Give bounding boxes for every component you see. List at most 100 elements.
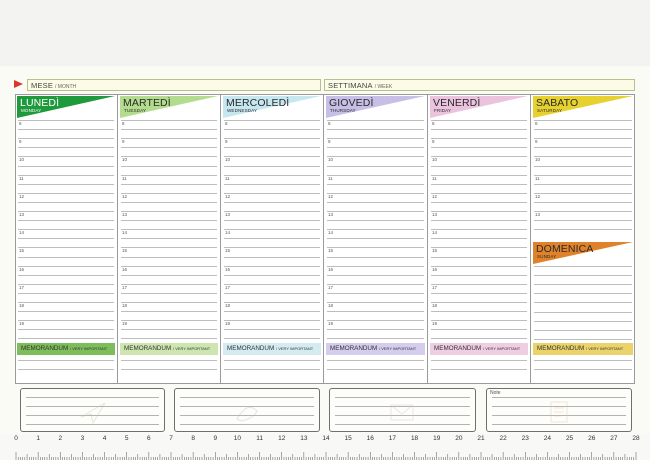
memorandum-bar: MEMORANDUM / VERY IMPORTANT — [326, 343, 425, 355]
memorandum-label: MEMORANDUM — [227, 345, 275, 352]
writing-line — [327, 183, 424, 185]
writing-line — [534, 329, 632, 331]
writing-line — [121, 329, 217, 331]
writing-line — [224, 274, 320, 276]
writing-line — [534, 165, 632, 167]
day-header-wedge — [223, 96, 321, 118]
writing-line — [534, 211, 632, 212]
writing-line — [121, 238, 217, 240]
day-name-en: SATURDAY — [537, 108, 563, 113]
writing-line — [327, 320, 424, 322]
hour-label: 12 — [122, 193, 128, 199]
writing-line — [431, 265, 527, 267]
week-field[interactable]: SETTIMANA / WEEK — [324, 79, 635, 91]
hour-label: 9 — [535, 139, 538, 145]
writing-line — [224, 256, 320, 258]
writing-line — [327, 201, 424, 203]
writing-line — [327, 274, 424, 276]
memo-line[interactable] — [431, 360, 527, 361]
hour-label: 10 — [122, 157, 128, 163]
writing-line — [18, 147, 114, 149]
memo-line[interactable] — [431, 369, 527, 370]
writing-line — [18, 174, 114, 176]
writing-line — [327, 338, 424, 340]
hour-label: 17 — [19, 284, 25, 290]
writing-line — [431, 338, 527, 340]
memorandum-label: MEMORANDUM — [434, 345, 482, 352]
writing-line — [431, 283, 527, 285]
hour-label: 16 — [328, 266, 334, 272]
writing-line — [18, 120, 114, 121]
memo-line[interactable] — [121, 360, 217, 361]
writing-line — [224, 338, 320, 340]
day-header: VENERDÌ FRIDAY — [430, 96, 528, 118]
day-column-4: GIOVEDÌ THURSDAY 8 9 10 11 12 13 14 15 16 17 18 19 MEM… — [324, 94, 428, 384]
day-name: VENERDÌ — [433, 97, 481, 109]
month-field[interactable]: MESE / MONTH — [27, 79, 321, 91]
hour-label: 12 — [535, 193, 541, 199]
writing-line — [224, 265, 320, 267]
memo-line[interactable] — [224, 369, 320, 370]
writing-line — [431, 302, 527, 303]
hour-label: 10 — [225, 157, 231, 163]
note-box-4[interactable]: Note — [486, 388, 632, 432]
writing-line — [327, 138, 424, 140]
day-header-wedge — [17, 96, 115, 118]
ruler-number: 3 — [80, 435, 85, 442]
hour-label: 8 — [432, 121, 435, 126]
ruler-number: 19 — [433, 435, 441, 442]
writing-line — [121, 283, 217, 285]
ruler-number: 6 — [147, 435, 151, 442]
writing-line — [327, 211, 424, 212]
writing-line — [534, 192, 632, 194]
hour-label: 13 — [328, 212, 334, 217]
writing-line — [121, 338, 217, 340]
hour-label: 16 — [19, 266, 25, 272]
memo-line[interactable] — [224, 360, 320, 361]
memo-line[interactable] — [121, 369, 217, 370]
memo-line[interactable] — [534, 369, 632, 370]
writing-line — [534, 311, 632, 313]
note-box-2[interactable] — [174, 388, 320, 432]
day-name-en: TUESDAY — [124, 108, 147, 113]
memo-line[interactable] — [18, 360, 114, 361]
writing-line — [224, 138, 320, 140]
hour-label: 11 — [19, 175, 24, 181]
writing-line — [121, 292, 217, 294]
writing-line — [431, 211, 527, 212]
writing-line — [18, 165, 114, 167]
hour-label: 12 — [328, 193, 334, 199]
writing-line — [18, 283, 114, 285]
writing-line — [327, 165, 424, 167]
memorandum-label-en: / VERY IMPORTANT — [172, 346, 211, 351]
writing-line — [18, 220, 114, 222]
hour-label: 14 — [225, 230, 231, 236]
memorandum-label: MEMORANDUM — [21, 345, 69, 352]
note-box-3[interactable] — [329, 388, 476, 432]
writing-line — [327, 329, 424, 331]
memo-line[interactable] — [534, 360, 632, 361]
writing-line — [431, 138, 527, 140]
ruler-number: 25 — [565, 435, 574, 442]
ruler-number: 18 — [410, 435, 419, 442]
memorandum-label: MEMORANDUM — [537, 345, 585, 352]
memo-line[interactable] — [18, 369, 114, 370]
writing-line — [431, 247, 527, 249]
memo-line[interactable] — [327, 369, 424, 370]
hour-label: 11 — [122, 175, 127, 181]
month-label: MESE — [31, 81, 54, 90]
writing-line — [534, 156, 632, 158]
writing-line — [121, 192, 217, 194]
writing-line — [534, 120, 632, 121]
ruler-number: 9 — [213, 435, 218, 442]
ruler-number: 10 — [233, 435, 242, 442]
writing-line — [18, 265, 114, 267]
memo-line[interactable] — [327, 360, 424, 361]
paper-plane-watermark-icon — [80, 402, 106, 425]
writing-line — [431, 329, 527, 331]
hour-label: 9 — [19, 139, 22, 145]
hour-label: 11 — [432, 175, 437, 181]
writing-line — [327, 129, 424, 131]
writing-line — [18, 320, 114, 322]
note-box-1[interactable] — [20, 388, 165, 432]
